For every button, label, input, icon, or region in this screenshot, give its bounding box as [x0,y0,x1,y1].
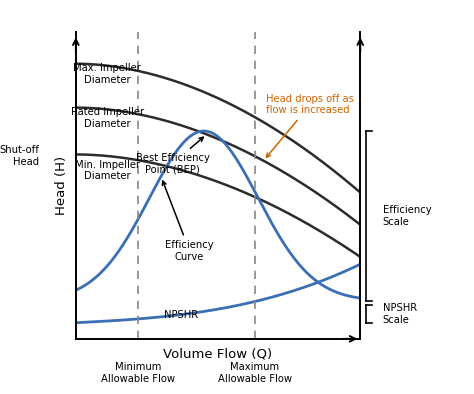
Text: Maximum
Allowable Flow: Maximum Allowable Flow [218,362,292,384]
Text: Rated Impeller
Diameter: Rated Impeller Diameter [71,107,144,129]
Text: Max. Impeller
Diameter: Max. Impeller Diameter [73,63,141,85]
Text: Minimum
Allowable Flow: Minimum Allowable Flow [101,362,175,384]
Text: Efficiency
Scale: Efficiency Scale [383,205,431,227]
X-axis label: Volume Flow (Q): Volume Flow (Q) [164,347,273,360]
Text: Efficiency
Curve: Efficiency Curve [162,181,214,262]
Text: Shut-off
Head: Shut-off Head [0,145,39,167]
Text: Head drops off as
flow is increased: Head drops off as flow is increased [266,94,354,157]
Text: Best Efficiency
Point (BEP): Best Efficiency Point (BEP) [136,137,210,175]
Text: NPSHR: NPSHR [164,310,198,320]
Y-axis label: Head (H): Head (H) [55,156,67,215]
Text: NPSHR
Scale: NPSHR Scale [383,303,417,325]
Text: Min. Impeller
Diameter: Min. Impeller Diameter [74,160,140,181]
